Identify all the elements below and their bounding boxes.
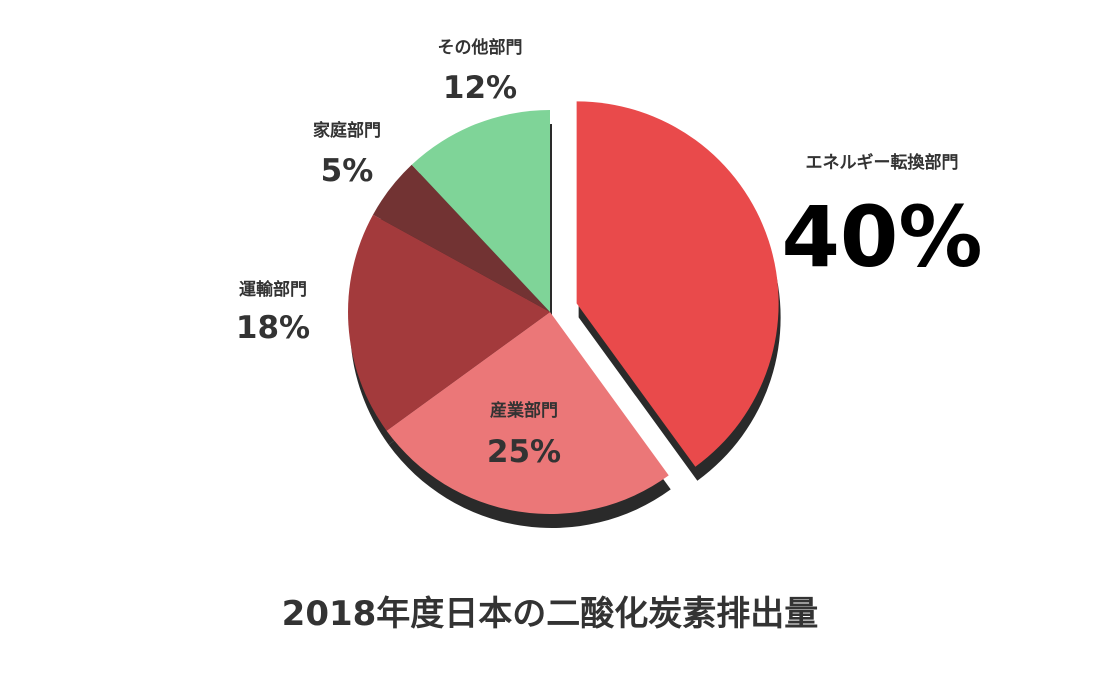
label-industry-name: 産業部門 bbox=[490, 400, 558, 421]
label-household-name: 家庭部門 bbox=[313, 120, 381, 141]
label-other-name: その他部門 bbox=[438, 37, 523, 58]
chart-title: 2018年度日本の二酸化炭素排出量 bbox=[281, 594, 819, 634]
slice-household bbox=[372, 164, 550, 312]
slice-energy bbox=[576, 101, 779, 467]
slices bbox=[348, 101, 779, 514]
label-industry-value: 25% bbox=[487, 434, 561, 470]
label-energy-name: エネルギー転換部門 bbox=[806, 152, 959, 173]
slice-industry bbox=[386, 312, 669, 514]
slice-transport bbox=[348, 214, 550, 431]
label-household-value: 5% bbox=[321, 153, 374, 189]
label-transport-name: 運輸部門 bbox=[239, 279, 307, 300]
label-energy-value: 40% bbox=[781, 188, 982, 286]
label-other-value: 12% bbox=[443, 70, 517, 106]
slice-other bbox=[411, 110, 550, 312]
label-transport-value: 18% bbox=[236, 310, 310, 346]
